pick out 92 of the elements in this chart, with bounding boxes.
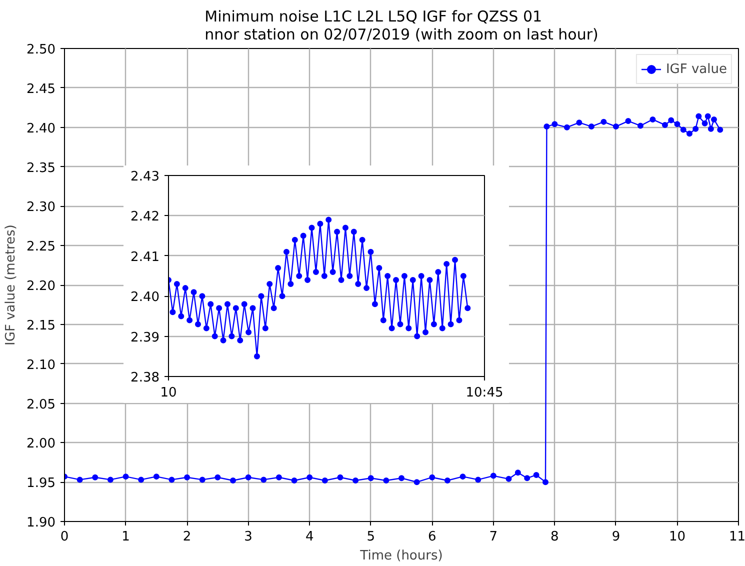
point [637,122,644,129]
point [506,476,512,482]
y-tick-label: 2.40 [130,290,160,306]
point [490,472,496,479]
point [260,476,267,483]
point [383,478,390,484]
point [92,474,98,480]
y-tick-label: 2.15 [26,318,56,334]
point [564,124,570,130]
y-tick-label: 2.05 [26,397,56,412]
y-tick-label: 2.41 [130,250,160,265]
y-tick-label: 2.50 [26,42,56,58]
y-tick-label: 2.45 [26,82,56,97]
point [291,478,298,484]
y-tick-label: 1.90 [26,516,56,530]
point [552,121,558,128]
point [612,124,619,130]
point [702,120,708,126]
x-tick-label: 10 [668,530,686,544]
point [600,118,607,125]
point [168,476,175,483]
point [576,120,582,126]
point [230,478,236,484]
x-axis-title: Time (hours) [359,548,443,564]
y-tick-label: 2.39 [130,330,160,346]
y-tick-label: 2.43 [130,170,160,184]
point [122,474,129,480]
y-tick-label: 2.40 [26,121,56,136]
point [544,124,550,130]
point [444,478,450,484]
x-tick-label: 9 [612,530,620,544]
point [686,130,692,137]
point [625,118,632,124]
point [680,126,686,133]
point [475,476,482,483]
point [322,478,328,484]
point [76,476,83,483]
point [674,121,680,128]
y-tick-label: 2.20 [26,279,56,294]
y-tick-label: 2.42 [130,210,160,225]
point [138,476,144,483]
x-tick-label: 7 [489,530,498,544]
point [514,470,521,476]
y-tick-label: 2.38 [130,370,160,386]
point [542,479,548,486]
point [276,474,282,480]
point [107,476,114,483]
point [398,475,404,482]
legend-label: IGF value [666,62,727,76]
point [214,474,221,480]
point [588,124,594,130]
point [650,116,656,122]
x-tick-label: 5 [366,530,376,544]
point [352,478,359,484]
point [533,472,540,478]
x-tick-label: 10 [160,386,177,400]
x-tick-label: 2 [182,530,192,544]
y-tick-label: 1.95 [26,476,56,492]
y-tick-label: 2.25 [26,240,56,255]
point [414,479,420,486]
x-tick-label: 3 [244,530,252,544]
point [708,126,714,132]
point [337,474,344,480]
point [184,474,190,480]
point [368,475,374,482]
point [460,474,466,480]
point [245,474,252,480]
x-tick-label: 10:45 [466,386,504,400]
point [199,476,206,483]
y-tick-label: 2.30 [26,200,56,216]
x-tick-label: 6 [428,530,436,544]
x-tick-label: 8 [550,530,559,544]
point [153,474,160,480]
x-tick-label: 11 [728,530,745,544]
point [668,117,674,124]
y-tick-label: 2.10 [26,358,56,373]
point [710,116,717,122]
point [429,474,436,480]
point [692,126,699,132]
y-tick-label: 2.00 [26,436,56,452]
y-tick-label: 2.35 [26,160,56,176]
x-tick-label: 0 [60,530,69,544]
point [717,126,724,133]
y-axis-title: IGF value (metres) [4,224,19,346]
x-tick-label: 4 [305,530,314,544]
point [704,113,711,120]
point [306,474,313,480]
chart-title: Minimum noise L1C L2L L5Q IGF for QZSS 01 nnor station on 02/07/2019 (with zoom on last hour) [204,8,598,44]
point [696,113,702,120]
point [662,122,668,128]
x-tick-label: 1 [122,530,130,544]
point [524,475,530,482]
